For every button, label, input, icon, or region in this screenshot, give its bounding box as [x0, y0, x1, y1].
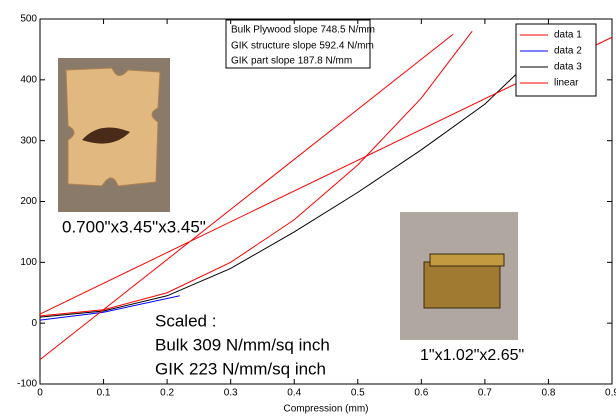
series-line — [39, 30, 473, 317]
y-tick-label: 500 — [20, 14, 37, 25]
legend-label: linear — [554, 78, 579, 89]
x-axis-label: Compression (mm) — [283, 404, 368, 415]
scaled-note: Scaled : — [155, 311, 216, 330]
series-line — [39, 67, 524, 318]
legend-label: data 3 — [554, 62, 582, 73]
legend-label: data 2 — [554, 46, 582, 57]
x-tick-label: 0.1 — [97, 388, 111, 399]
bulk-photo — [58, 58, 170, 212]
x-tick-label: 0.9 — [605, 388, 616, 399]
x-tick-label: 0.5 — [351, 388, 365, 399]
y-tick-label: 300 — [20, 135, 37, 146]
legend-box — [515, 23, 597, 97]
series-line — [39, 295, 180, 321]
x-tick-label: 0.8 — [541, 388, 555, 399]
slope-note: GIK structure slope 592.4 N/mm — [231, 41, 374, 52]
x-tick-label: 0.3 — [224, 388, 238, 399]
y-tick-label: -100 — [17, 379, 37, 390]
slope-note: GIK part slope 187.8 N/mm — [231, 56, 352, 67]
y-tick-label: 0 — [31, 318, 37, 329]
x-tick-label: 0.7 — [478, 388, 492, 399]
x-tick-label: 0.6 — [414, 388, 428, 399]
y-tick-label: 100 — [20, 257, 37, 268]
slope-box — [225, 19, 371, 69]
size-note: 0.700"x3.45"x3.45" — [62, 217, 206, 236]
slope-note: Bulk Plywood slope 748.5 N/mm — [231, 25, 375, 36]
size-note: 1"x1.02"x2.65" — [420, 347, 524, 364]
legend-label: data 1 — [554, 30, 582, 41]
y-tick-label: 200 — [20, 196, 37, 207]
x-tick-label: 0.2 — [160, 388, 174, 399]
x-tick-label: 0.4 — [287, 388, 301, 399]
x-tick-label: 0 — [37, 388, 43, 399]
scaled-note: Bulk 309 N/mm/sq inch — [155, 335, 330, 354]
gik-photo — [400, 212, 518, 340]
y-tick-label: 400 — [20, 74, 37, 85]
scaled-note: GIK 223 N/mm/sq inch — [155, 359, 326, 378]
